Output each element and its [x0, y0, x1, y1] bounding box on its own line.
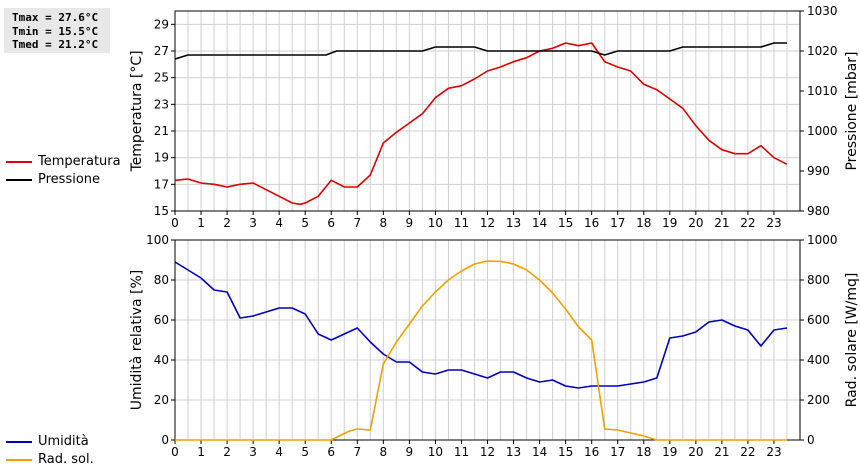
y-axis-title: Umidità relativa [%]	[129, 270, 145, 411]
x-tick-label: 21	[714, 216, 729, 230]
y2-tick-label: 1000	[807, 124, 838, 138]
legend-item-umidita: Umidità	[4, 433, 94, 451]
x-tick-label: 1	[197, 445, 205, 459]
y2-axis-title: Rad. solare [W/mq]	[844, 273, 860, 408]
x-tick-label: 17	[610, 216, 625, 230]
series-line-rad-sol-	[175, 260, 787, 441]
x-tick-label: 11	[454, 216, 469, 230]
x-tick-label: 8	[380, 445, 388, 459]
legend-label-umidita: Umidità	[38, 434, 89, 449]
tmax-label: Tmax = 27.6°C	[12, 11, 99, 24]
y-tick-label: 23	[154, 97, 169, 111]
x-tick-label: 18	[636, 445, 651, 459]
y-tick-label: 15	[154, 204, 169, 218]
x-tick-label: 20	[688, 216, 703, 230]
x-tick-label: 9	[406, 445, 414, 459]
legend-label-pressione: Pressione	[38, 172, 101, 187]
x-tick-label: 7	[353, 445, 361, 459]
y2-tick-label: 1020	[807, 44, 838, 58]
x-tick-label: 18	[636, 216, 651, 230]
legend-swatch-pressione	[6, 179, 32, 181]
stats-box: Tmax = 27.6°C Tmin = 15.5°C Tmed = 21.2°…	[4, 8, 110, 53]
y2-axis-title: Pressione [mbar]	[844, 51, 860, 170]
legend-swatch-temperatura	[6, 161, 32, 163]
x-tick-label: 10	[428, 216, 443, 230]
x-tick-label: 19	[662, 445, 677, 459]
x-tick-label: 23	[766, 445, 781, 459]
y-tick-label: 29	[154, 17, 169, 31]
tmed-label: Tmed = 21.2°C	[12, 38, 99, 51]
x-tick-label: 16	[584, 216, 599, 230]
series-line-temperatura	[174, 42, 788, 206]
y-axis-title: Temperatura [°C]	[129, 50, 145, 172]
series-line-umidit-	[174, 261, 788, 389]
y2-tick-label: 990	[807, 164, 830, 178]
y2-tick-label: 1030	[807, 4, 838, 18]
y2-tick-label: 0	[807, 433, 815, 447]
y-tick-label: 80	[154, 273, 169, 287]
y-tick-label: 25	[154, 71, 169, 85]
x-tick-label: 22	[740, 445, 755, 459]
tmin-label: Tmin = 15.5°C	[12, 24, 99, 38]
y-tick-label: 21	[154, 124, 169, 138]
y-tick-label: 0	[161, 433, 169, 447]
x-tick-label: 11	[454, 445, 469, 459]
x-tick-label: 0	[171, 216, 179, 230]
x-tick-label: 13	[506, 445, 521, 459]
x-tick-label: 22	[740, 216, 755, 230]
y-tick-label: 19	[154, 151, 169, 165]
y2-tick-label: 600	[807, 313, 830, 327]
x-tick-label: 5	[301, 445, 309, 459]
x-tick-label: 20	[688, 445, 703, 459]
y-tick-label: 20	[154, 393, 169, 407]
x-tick-label: 1	[197, 216, 205, 230]
x-tick-label: 8	[380, 216, 388, 230]
x-tick-label: 19	[662, 216, 677, 230]
x-tick-label: 3	[249, 216, 257, 230]
x-tick-label: 5	[301, 216, 309, 230]
x-tick-label: 15	[558, 216, 573, 230]
legend-top: Temperatura Pressione	[4, 153, 121, 189]
y-tick-label: 27	[154, 44, 169, 58]
x-tick-label: 9	[406, 216, 414, 230]
y2-tick-label: 800	[807, 273, 830, 287]
legend-label-temperatura: Temperatura	[38, 154, 121, 169]
x-tick-label: 2	[223, 216, 231, 230]
x-tick-label: 3	[249, 445, 257, 459]
x-tick-label: 12	[480, 445, 495, 459]
x-tick-label: 23	[766, 216, 781, 230]
x-tick-label: 13	[506, 216, 521, 230]
x-tick-label: 6	[327, 216, 335, 230]
y2-tick-label: 200	[807, 393, 830, 407]
y-tick-label: 100	[146, 233, 169, 247]
x-tick-label: 12	[480, 216, 495, 230]
legend-item-pressione: Pressione	[4, 171, 121, 189]
y-tick-label: 17	[154, 177, 169, 191]
legend-item-temperatura: Temperatura	[4, 153, 121, 171]
x-tick-label: 4	[275, 445, 283, 459]
y-tick-label: 40	[154, 353, 169, 367]
series-line-pressione	[174, 42, 787, 60]
x-tick-label: 21	[714, 445, 729, 459]
x-tick-label: 15	[558, 445, 573, 459]
x-tick-label: 14	[532, 216, 547, 230]
y2-tick-label: 980	[807, 204, 830, 218]
y2-tick-label: 1010	[807, 84, 838, 98]
x-tick-label: 16	[584, 445, 599, 459]
y2-tick-label: 400	[807, 353, 830, 367]
x-tick-label: 2	[223, 445, 231, 459]
y2-tick-label: 1000	[807, 233, 838, 247]
x-tick-label: 6	[327, 445, 335, 459]
x-tick-label: 0	[171, 445, 179, 459]
x-tick-label: 14	[532, 445, 547, 459]
x-tick-label: 10	[428, 445, 443, 459]
y-tick-label: 60	[154, 313, 169, 327]
x-tick-label: 17	[610, 445, 625, 459]
legend-swatch-umidita	[6, 441, 32, 443]
x-tick-label: 7	[353, 216, 361, 230]
x-tick-label: 4	[275, 216, 283, 230]
